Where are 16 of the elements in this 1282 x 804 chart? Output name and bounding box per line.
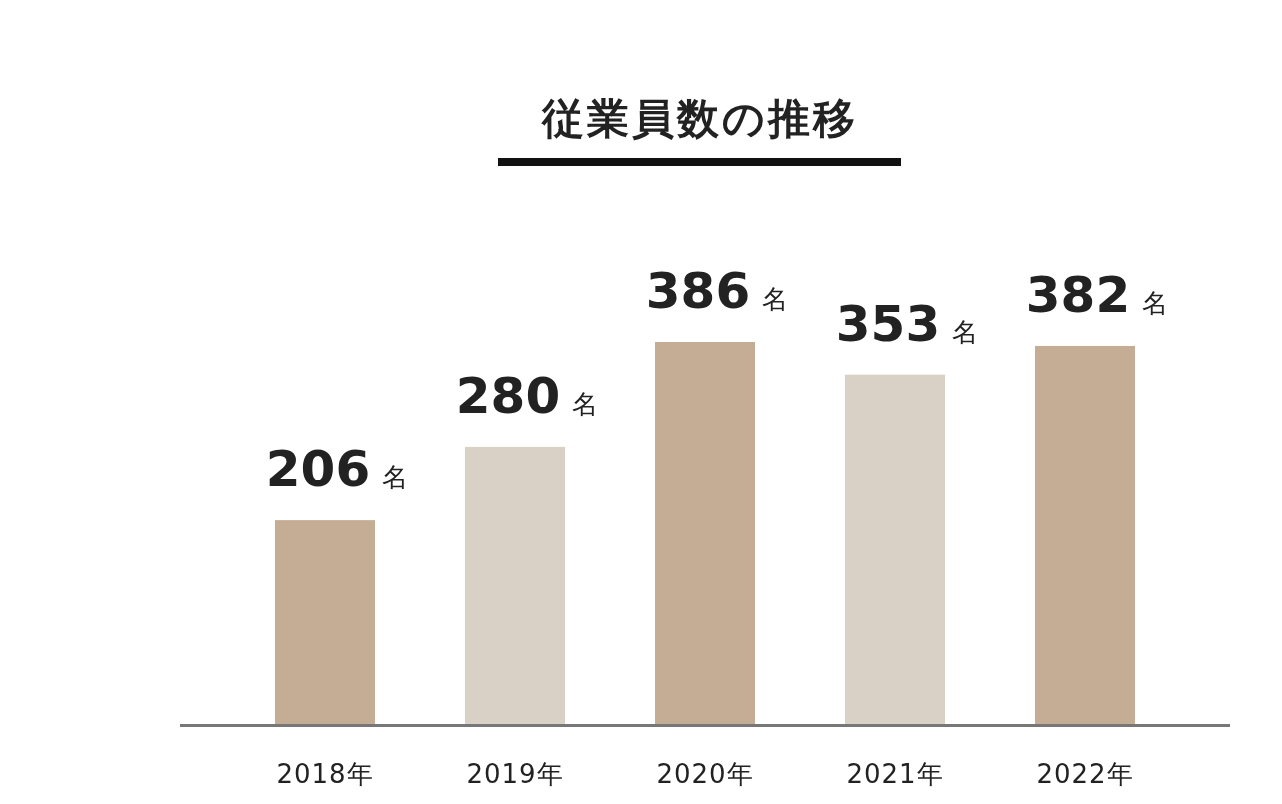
data-label: 280 名	[455, 366, 599, 425]
bar	[845, 374, 945, 724]
data-label: 382 名	[1025, 265, 1169, 324]
chart-title: 従業員数の推移	[541, 94, 858, 143]
bar	[465, 446, 565, 724]
x-tick-label: 2021年	[846, 759, 944, 789]
bar	[275, 520, 375, 724]
x-tick-label: 2018年	[276, 759, 374, 789]
x-tick-label: 2019年	[466, 759, 564, 789]
bar	[655, 342, 755, 724]
data-label: 386 名	[645, 262, 789, 320]
x-tick-label: 2022年	[1036, 759, 1134, 789]
bar	[1035, 345, 1135, 724]
x-tick-label: 2020年	[656, 759, 754, 789]
data-label: 353 名	[835, 294, 979, 353]
data-label: 206 名	[265, 440, 409, 499]
